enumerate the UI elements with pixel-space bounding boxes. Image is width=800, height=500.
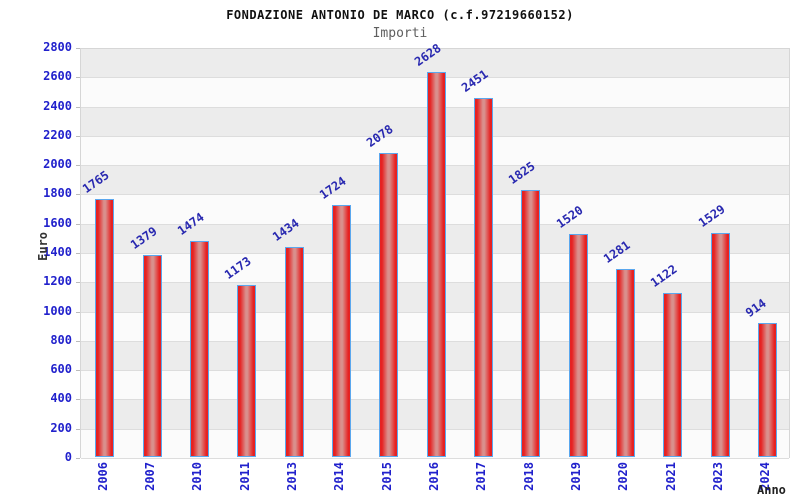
- y-tick-mark: [76, 194, 80, 196]
- x-tick-label-2013: 2013: [285, 462, 299, 491]
- bar-2024: [757, 323, 777, 457]
- chart-subtitle: Importi: [372, 26, 428, 41]
- bar-2015: [379, 152, 399, 457]
- y-tick-label: 2600: [43, 69, 72, 84]
- y-tick-mark: [76, 370, 80, 372]
- x-tick-label-2014: 2014: [332, 462, 347, 491]
- bar-2014: [331, 204, 351, 457]
- bar-2013: [284, 247, 304, 457]
- bar-2020: [615, 269, 635, 457]
- y-tick-label: 1200: [43, 274, 72, 289]
- x-tick-label-2007: 2007: [143, 462, 157, 491]
- x-axis-title: Anno: [757, 483, 786, 497]
- y-tick-mark: [76, 253, 80, 254]
- y-tick-label: 1600: [43, 215, 72, 230]
- x-tick-label-2006: 2006: [95, 462, 110, 491]
- y-tick-label: 1400: [43, 245, 72, 259]
- x-tick-label-2020: 2020: [616, 462, 631, 491]
- y-tick-label: 600: [50, 362, 72, 377]
- y-tick-label: 2800: [43, 40, 72, 54]
- y-tick-label: 200: [50, 420, 72, 435]
- bar-2019: [568, 234, 588, 457]
- bar-2017: [473, 98, 493, 457]
- chart-title: FONDAZIONE ANTONIO DE MARCO (c.f.9721966…: [226, 8, 574, 22]
- bar-2007: [142, 255, 162, 457]
- y-tick-mark: [76, 428, 80, 430]
- y-tick-mark: [76, 165, 80, 167]
- y-tick-mark: [76, 223, 80, 225]
- x-tick-label-2021: 2021: [663, 462, 678, 491]
- y-tick-label: 2200: [43, 127, 72, 142]
- plot-area: 1765 1379 1474 1173 1434 1724 2078 2628 2451 1825…: [80, 41, 790, 459]
- y-tick-label: 800: [50, 332, 72, 347]
- bar-2011: [237, 285, 257, 457]
- y-axis-title: Euro: [36, 232, 50, 261]
- y-tick-label: 1800: [43, 186, 72, 201]
- y-tick-mark: [76, 48, 80, 49]
- bar-2010: [189, 241, 209, 457]
- y-tick-label: 1000: [43, 303, 72, 318]
- x-tick-label-2023: 2023: [711, 462, 725, 491]
- y-tick-mark: [76, 311, 80, 313]
- bar-2021: [663, 292, 683, 457]
- y-tick-label: 400: [50, 391, 72, 406]
- y-tick-mark: [76, 282, 80, 284]
- bar-2023: [710, 233, 730, 457]
- y-tick-mark: [76, 135, 80, 137]
- y-tick-label: 2400: [43, 98, 72, 113]
- y-tick-mark: [76, 399, 80, 401]
- bar-2006: [95, 198, 115, 457]
- x-tick-label-2010: 2010: [190, 462, 205, 491]
- x-tick-label-2015: 2015: [379, 462, 394, 491]
- y-tick-mark: [76, 106, 80, 108]
- y-tick-mark: [76, 340, 80, 342]
- x-tick-label-2011: 2011: [237, 462, 252, 491]
- x-tick-label-2017: 2017: [474, 462, 489, 491]
- x-tick-label-2018: 2018: [521, 462, 536, 491]
- x-tick-label-2019: 2019: [569, 462, 583, 491]
- bar-2018: [521, 189, 541, 457]
- y-tick-mark: [76, 77, 80, 79]
- y-tick-label: 0: [64, 450, 72, 464]
- bar-2016: [426, 72, 446, 457]
- y-tick-label: 2000: [43, 157, 72, 172]
- y-tick-mark: [76, 458, 80, 459]
- x-tick-label-2016: 2016: [427, 462, 441, 491]
